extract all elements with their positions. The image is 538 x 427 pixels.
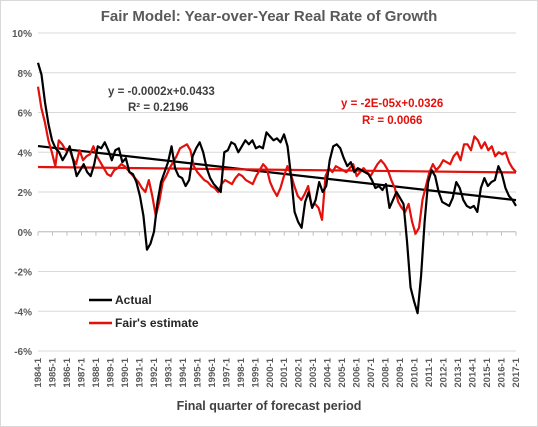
x-tick-label: 1994-1 — [178, 357, 189, 387]
x-tick-label: 2015-1 — [482, 357, 493, 387]
x-tick-label: 2001-1 — [279, 357, 290, 387]
x-tick-label: 2006-1 — [352, 357, 363, 387]
trendline-equations: y = -0.0002x+0.0433 R² = 0.2196 y = -2E-… — [108, 86, 443, 127]
x-tick-label: 2005-1 — [337, 357, 348, 387]
chart-title: Fair Model: Year-over-Year Real Rate of … — [100, 8, 438, 25]
series-lines — [36, 62, 517, 315]
trendline-estimate — [37, 165, 517, 174]
x-tick-label: 2004-1 — [323, 357, 334, 387]
y-tick-label: 2% — [18, 188, 33, 199]
y-tick-labels: -6% -4% -2% 0% 2% 4% 6% 8% 10% — [12, 29, 32, 358]
x-axis: 1984-1 1985-1 1986-1 1987-1 1988-1 1989-1 1990… — [33, 231, 522, 388]
x-tick-label: 1993-1 — [163, 357, 174, 387]
x-tick-label: 2013-1 — [453, 357, 464, 387]
x-tick-label: 1998-1 — [236, 357, 247, 387]
x-tick-label: 1985-1 — [47, 357, 58, 387]
x-tick-label: 1987-1 — [76, 357, 87, 387]
x-tick-label: 2014-1 — [468, 357, 479, 387]
actual-trend-r2: R² = 0.2196 — [128, 102, 188, 114]
x-tick-label: 1995-1 — [192, 357, 203, 387]
y-tick-label: 8% — [18, 69, 33, 80]
x-tick-label: 1990-1 — [120, 357, 131, 387]
x-tick-label: 1991-1 — [134, 357, 145, 387]
series-line-actual — [36, 62, 517, 315]
y-tick-label: 10% — [12, 29, 32, 40]
x-tick-label: 1984-1 — [33, 357, 44, 387]
trendline-actual — [37, 144, 517, 202]
x-tick-label: 1988-1 — [91, 357, 102, 387]
legend-label-estimate: Fair's estimate — [115, 316, 199, 330]
x-tick-label: 2010-1 — [410, 357, 421, 387]
x-tick-label: 1997-1 — [221, 357, 232, 387]
legend-label-actual: Actual — [115, 293, 152, 307]
x-tick-label: 2000-1 — [265, 357, 276, 387]
x-tick-label: 2009-1 — [395, 357, 406, 387]
x-tick-label: 2011-1 — [424, 357, 435, 387]
x-tick-label: 2003-1 — [308, 357, 319, 387]
estimate-trend-equation: y = -2E-05x+0.0326 — [341, 98, 443, 110]
estimate-trend-r2: R² = 0.0066 — [362, 115, 422, 127]
x-tick-label: 1986-1 — [62, 357, 73, 387]
actual-trend-equation: y = -0.0002x+0.0433 — [108, 86, 215, 98]
y-tick-label: -4% — [14, 307, 32, 318]
x-tick-label: 1989-1 — [105, 357, 116, 387]
x-tick-label: 2012-1 — [439, 357, 450, 387]
y-tick-label: 4% — [18, 148, 33, 159]
x-tick-label: 2007-1 — [366, 357, 377, 387]
x-tick-label: 1996-1 — [207, 357, 218, 387]
x-tick-label: 1992-1 — [149, 357, 160, 387]
x-tick-label: 2002-1 — [294, 357, 305, 387]
series-line-estimate — [36, 86, 517, 235]
x-tick-label: 2016-1 — [497, 357, 508, 387]
legend: Actual Fair's estimate — [89, 293, 199, 330]
x-tick-label: 2017-1 — [511, 357, 522, 387]
y-tick-label: -2% — [14, 268, 32, 279]
x-axis-label: Final quarter of forecast period — [176, 399, 362, 413]
y-tick-label: -6% — [14, 347, 32, 358]
x-tick-label: 1999-1 — [250, 357, 261, 387]
x-tick-label: 2008-1 — [381, 357, 392, 387]
y-tick-label: 6% — [18, 109, 33, 120]
y-tick-label: 0% — [18, 228, 33, 239]
